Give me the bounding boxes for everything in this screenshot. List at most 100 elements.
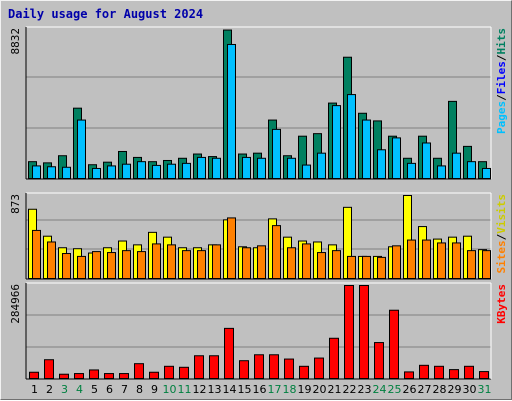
bar-sites-day-17 — [272, 225, 281, 279]
bar-kbytes-day-20 — [314, 357, 324, 379]
bar-kbytes-day-25 — [389, 309, 399, 379]
bar-kbytes-day-3 — [59, 373, 69, 379]
legend-item: Files — [495, 61, 508, 94]
x-tick-label: 1 — [31, 383, 38, 396]
x-tick-label: 29 — [448, 383, 462, 396]
bar-sites-day-16 — [257, 245, 266, 280]
legend-hits-files: Pages/Files/Hits — [495, 28, 508, 134]
x-tick-label: 26 — [403, 383, 417, 396]
bar-files-day-18 — [287, 157, 296, 180]
bar-files-day-11 — [182, 162, 191, 180]
bar-kbytes-day-18 — [284, 358, 294, 379]
bar-kbytes-day-10 — [164, 365, 174, 380]
bar-sites-day-18 — [287, 247, 296, 279]
bar-sites-day-21 — [332, 250, 341, 279]
bar-sites-day-11 — [182, 250, 191, 279]
bar-files-day-21 — [332, 105, 341, 179]
x-tick-label: 25 — [388, 383, 402, 396]
bar-sites-day-31 — [482, 250, 491, 279]
bar-kbytes-day-23 — [359, 285, 369, 379]
bar-sites-day-20 — [317, 252, 326, 280]
bar-files-day-14 — [227, 43, 236, 180]
bar-kbytes-day-29 — [449, 369, 459, 380]
bar-sites-day-1 — [32, 229, 41, 280]
x-tick-label: 12 — [193, 383, 207, 396]
x-tick-label: 16 — [253, 383, 267, 396]
x-tick-label: 28 — [433, 383, 447, 396]
y-max-label-kbytes: 284966 — [9, 284, 22, 324]
bar-kbytes-day-21 — [329, 337, 339, 379]
bar-files-day-26 — [407, 162, 416, 180]
bar-sites-day-15 — [242, 247, 251, 279]
bar-files-day-15 — [242, 156, 251, 179]
legend-item: Pages — [495, 101, 508, 134]
bar-kbytes-day-24 — [374, 342, 384, 379]
bar-kbytes-day-26 — [404, 371, 414, 379]
bar-kbytes-day-13 — [209, 355, 219, 379]
bar-kbytes-day-2 — [44, 359, 54, 379]
x-tick-label: 24 — [373, 383, 387, 396]
x-tick-label: 11 — [178, 383, 192, 396]
bar-kbytes-day-30 — [464, 365, 474, 380]
bar-files-day-10 — [167, 163, 176, 180]
bar-kbytes-day-7 — [119, 373, 129, 379]
bar-kbytes-day-9 — [149, 371, 159, 379]
chart-title: Daily usage for August 2024 — [8, 7, 204, 21]
x-tick-label: 17 — [268, 383, 282, 396]
legend-item: KBytes — [495, 284, 508, 324]
x-tick-label: 21 — [328, 383, 342, 396]
bar-files-day-9 — [152, 164, 161, 180]
bar-sites-day-3 — [62, 253, 71, 279]
bar-kbytes-day-4 — [74, 373, 84, 379]
legend-item: Sites — [495, 240, 508, 273]
bar-sites-day-10 — [167, 244, 176, 279]
bar-kbytes-day-17 — [269, 354, 279, 379]
legend-item: / — [495, 94, 508, 101]
bar-kbytes-day-8 — [134, 363, 144, 380]
bar-files-day-22 — [347, 94, 356, 179]
bar-sites-day-29 — [452, 242, 461, 280]
x-tick-label: 31 — [478, 383, 492, 396]
bar-kbytes-day-5 — [89, 369, 99, 380]
bar-kbytes-day-27 — [419, 364, 429, 380]
bar-files-day-7 — [122, 163, 131, 180]
bar-files-day-4 — [77, 119, 86, 180]
bar-kbytes-day-19 — [299, 365, 309, 380]
bar-sites-day-27 — [422, 239, 431, 280]
x-tick-label: 6 — [106, 383, 113, 396]
bar-sites-day-9 — [152, 243, 161, 279]
y-max-label-hits-files: 8832 — [9, 28, 22, 55]
bar-kbytes-day-22 — [344, 285, 354, 379]
x-tick-label: 19 — [298, 383, 312, 396]
bar-files-day-6 — [107, 165, 116, 179]
bar-files-day-24 — [377, 149, 386, 180]
bar-files-day-17 — [272, 128, 281, 180]
bar-sites-day-8 — [137, 251, 146, 280]
bar-sites-day-4 — [77, 255, 86, 279]
bar-files-day-31 — [482, 167, 491, 180]
bar-sites-day-25 — [392, 245, 401, 280]
bar-files-day-27 — [422, 142, 431, 180]
bar-sites-day-6 — [107, 252, 116, 280]
legend-kbytes: KBytes — [495, 284, 508, 324]
legend-item: Visits — [495, 194, 508, 234]
bar-files-day-30 — [467, 161, 476, 179]
bar-files-day-2 — [47, 166, 56, 179]
bar-files-day-29 — [452, 152, 461, 180]
bar-sites-day-28 — [437, 242, 446, 280]
bar-files-day-1 — [32, 165, 41, 179]
x-tick-label: 15 — [238, 383, 252, 396]
x-tick-label: 3 — [61, 383, 68, 396]
bar-files-day-19 — [302, 164, 311, 179]
bar-sites-day-19 — [302, 243, 311, 279]
bar-files-day-23 — [362, 119, 371, 180]
bar-sites-day-14 — [227, 217, 236, 280]
bar-sites-day-26 — [407, 239, 416, 280]
bar-files-day-13 — [212, 157, 221, 180]
x-tick-label: 5 — [91, 383, 98, 396]
bar-kbytes-day-12 — [194, 355, 204, 379]
bar-sites-day-23 — [362, 255, 371, 279]
bar-files-day-20 — [317, 152, 326, 180]
bar-sites-day-22 — [347, 255, 356, 279]
